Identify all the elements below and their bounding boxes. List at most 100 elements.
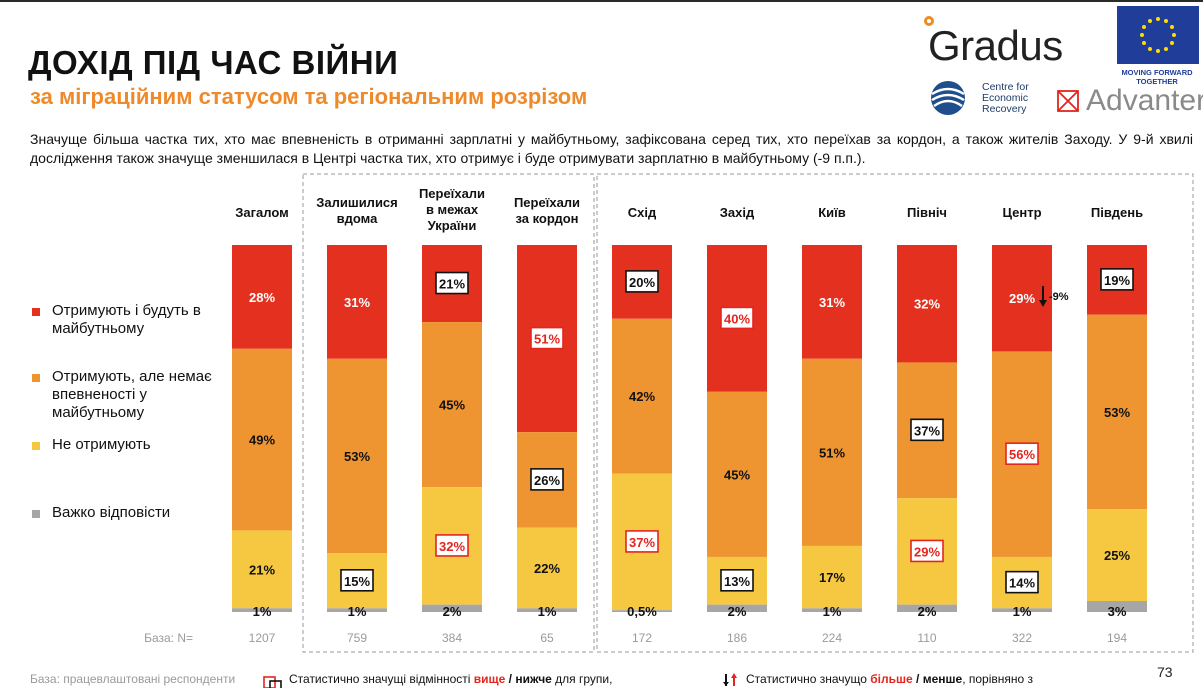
significance-box-icon bbox=[263, 676, 282, 688]
category-label: Київ bbox=[818, 205, 846, 220]
significance-box bbox=[625, 530, 659, 553]
base-n-value: 186 bbox=[727, 631, 747, 645]
bar-segment bbox=[897, 604, 957, 612]
legend-swatch bbox=[32, 308, 40, 316]
significance-box bbox=[1005, 442, 1039, 465]
footer-sig-note-1-text: Статистично значущі відмінності bbox=[289, 672, 474, 686]
significance-box bbox=[1100, 268, 1134, 291]
data-label: 25% bbox=[1104, 548, 1130, 563]
data-label: 53% bbox=[344, 449, 370, 464]
data-label: 28% bbox=[249, 290, 275, 305]
footer-sig-note-2-sep: / bbox=[912, 672, 923, 686]
category-label: Залишилися вдома bbox=[316, 195, 398, 226]
bar-segment bbox=[232, 245, 292, 349]
category-label: Північ bbox=[907, 205, 947, 220]
cer-logo-icon bbox=[931, 81, 965, 115]
legend-swatch bbox=[32, 510, 40, 518]
data-label: 45% bbox=[439, 398, 465, 413]
significance-box bbox=[910, 539, 944, 563]
data-label: 26% bbox=[534, 473, 560, 488]
data-label: 45% bbox=[724, 467, 750, 482]
bar-segment bbox=[232, 608, 292, 612]
category-label: Переїхали в межах України bbox=[419, 186, 485, 233]
data-label: 2% bbox=[443, 604, 462, 619]
data-label: 37% bbox=[629, 535, 655, 550]
data-label: 14% bbox=[1009, 576, 1035, 591]
data-label: 51% bbox=[534, 332, 560, 347]
footer-sig-note-2-end: , порівняно з bbox=[962, 672, 1034, 686]
data-label: 1% bbox=[538, 604, 557, 619]
gradus-logo-mark bbox=[924, 16, 934, 26]
base-n-value: 110 bbox=[917, 631, 936, 645]
footer-sig-note-1-end: для групи, bbox=[551, 672, 613, 686]
data-label: 15% bbox=[344, 574, 370, 589]
data-label: 17% bbox=[819, 570, 845, 585]
significance-box bbox=[435, 534, 469, 557]
base-n-value: 759 bbox=[347, 631, 367, 645]
category-label: Південь bbox=[1091, 205, 1143, 220]
base-n-value: 194 bbox=[1107, 631, 1127, 645]
bar-segment bbox=[707, 391, 767, 557]
base-n-value: 322 bbox=[1012, 631, 1032, 645]
bar-segment bbox=[422, 322, 482, 488]
data-label: 37% bbox=[914, 423, 940, 438]
bar-segment bbox=[612, 610, 672, 612]
data-label: 22% bbox=[534, 561, 560, 576]
legend-swatch bbox=[32, 374, 40, 382]
data-label: 32% bbox=[914, 297, 940, 312]
decrease-arrow-head bbox=[1039, 300, 1047, 307]
data-label: 1% bbox=[348, 604, 367, 619]
bar-segment bbox=[422, 604, 482, 612]
bar-segment bbox=[1087, 600, 1147, 612]
footer-sig-note-2-text: Статистично значущо bbox=[746, 672, 871, 686]
data-label: 31% bbox=[344, 295, 370, 310]
data-label: 1% bbox=[823, 604, 842, 619]
top-rule bbox=[0, 0, 1203, 2]
group-frame-regions bbox=[596, 173, 1194, 653]
significance-box bbox=[910, 418, 944, 442]
gradus-logo: Gradus bbox=[928, 22, 1063, 69]
significance-box bbox=[340, 569, 374, 592]
legend-label: Отримують, але немає впевненості у майбу… bbox=[52, 368, 212, 421]
data-label: 49% bbox=[249, 433, 275, 448]
footer-sig-note-1-lo: нижче bbox=[515, 672, 552, 686]
base-n-value: 224 bbox=[822, 631, 842, 645]
page-title: ДОХІД ПІД ЧАС ВІЙНИ bbox=[28, 44, 399, 81]
legend-label: Отримують і будуть в майбутньому bbox=[52, 302, 201, 337]
bar-segment bbox=[802, 245, 862, 359]
data-label: 32% bbox=[439, 539, 465, 554]
significance-box bbox=[1005, 570, 1039, 594]
category-label: Загалом bbox=[235, 205, 289, 220]
cer-logo-text: Centre for Economic Recovery bbox=[982, 81, 1029, 115]
bar-segment bbox=[1087, 314, 1147, 510]
bar-segment bbox=[897, 245, 957, 363]
bar-segment bbox=[232, 348, 292, 531]
base-n-value: 65 bbox=[540, 631, 554, 645]
significance-arrows-icon bbox=[723, 673, 737, 686]
data-label: 21% bbox=[249, 562, 275, 577]
data-label: 2% bbox=[918, 604, 937, 619]
footer-sig-note-2-hi: більше bbox=[870, 672, 913, 686]
footer-sig-note-1-hi: вище bbox=[473, 672, 506, 686]
bar-segment bbox=[1087, 509, 1147, 601]
advanter-logo-icon bbox=[1057, 90, 1079, 112]
group-frame-migration bbox=[302, 173, 595, 653]
advanter-logo: Advanter bbox=[1086, 84, 1203, 117]
category-label: Схід bbox=[628, 205, 657, 220]
bar-segment bbox=[517, 527, 577, 609]
bar-segment bbox=[992, 608, 1052, 612]
significance-box bbox=[435, 271, 469, 295]
data-label: 21% bbox=[439, 277, 465, 292]
bar-segment bbox=[327, 245, 387, 359]
bar-segment bbox=[707, 604, 767, 612]
description-text: Значуще більша частка тих, хто має впевн… bbox=[30, 131, 1193, 166]
bar-segment bbox=[327, 358, 387, 554]
base-n-value: 172 bbox=[632, 631, 652, 645]
legend-swatch bbox=[32, 442, 40, 450]
footer-sig-note-2: Статистично значущо більше / менше, порі… bbox=[746, 672, 1033, 686]
footer-sig-note-1: Статистично значущі відмінності вище / н… bbox=[289, 672, 612, 686]
significance-box bbox=[530, 326, 564, 350]
bar-segment bbox=[802, 545, 862, 609]
category-label: Центр bbox=[1002, 205, 1041, 220]
